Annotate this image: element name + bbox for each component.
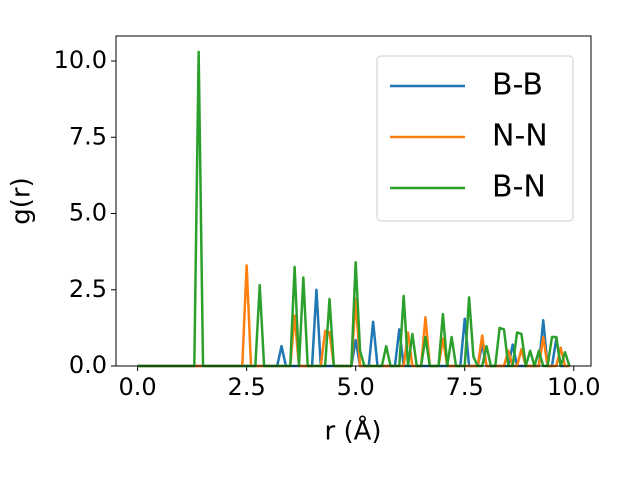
y-tick-label: 7.5 xyxy=(69,122,107,150)
x-tick-label: 7.5 xyxy=(446,373,484,401)
axes-frame xyxy=(115,35,592,367)
legend-label: N-N xyxy=(492,119,548,154)
x-tick-label: 2.5 xyxy=(228,373,266,401)
y-axis-label: g(r) xyxy=(7,177,37,224)
legend-label: B-B xyxy=(492,68,543,103)
legend-box xyxy=(376,55,574,222)
y-tick-label: 10.0 xyxy=(54,46,107,74)
x-axis-label: r (Å) xyxy=(324,415,381,447)
x-tick-label: 5.0 xyxy=(337,373,375,401)
x-tick-label: 10.0 xyxy=(547,373,600,401)
legend-label: B-N xyxy=(492,170,546,205)
y-tick-label: 5.0 xyxy=(69,199,107,227)
y-tick-label: 2.5 xyxy=(69,275,107,303)
y-tick-label: 0.0 xyxy=(69,351,107,379)
x-tick-label: 0.0 xyxy=(119,373,157,401)
